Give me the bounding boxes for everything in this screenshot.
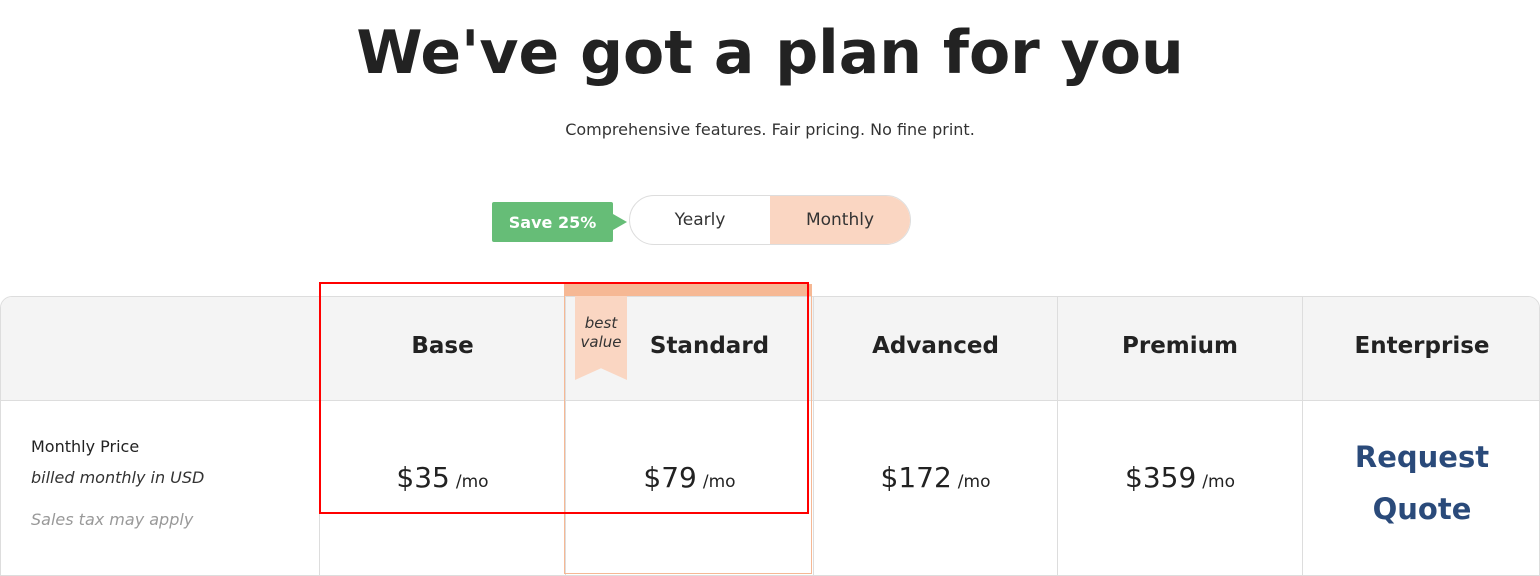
ribbon-text: best	[584, 314, 618, 332]
plan-premium: Premium $359/mo	[1057, 297, 1302, 575]
quote-line: Quote	[1372, 492, 1472, 526]
price-value: $359	[1125, 461, 1197, 494]
plan-name: Advanced	[872, 333, 999, 359]
quote-line: Request	[1354, 440, 1490, 474]
page-title: We've got a plan for you	[356, 18, 1184, 88]
best-value-ribbon: best value	[575, 296, 627, 380]
row-label-note: billed monthly in USD	[31, 468, 205, 487]
plan-name: Premium	[1122, 333, 1238, 359]
price-value: $172	[880, 461, 952, 494]
page-subtitle: Comprehensive features. Fair pricing. No…	[565, 120, 975, 139]
price-value: $35	[396, 461, 450, 494]
plan-base: Base $35/mo	[319, 297, 565, 575]
pricing-table: Monthly Price billed monthly in USD Sale…	[0, 296, 1540, 576]
price-unit: /mo	[702, 472, 736, 492]
plan-price: $359/mo	[1058, 461, 1302, 494]
billing-toggle[interactable]: Yearly Monthly	[629, 195, 911, 245]
toggle-monthly[interactable]: Monthly	[770, 196, 910, 244]
plan-name: Base	[411, 333, 474, 359]
plan-price: $172/mo	[814, 461, 1057, 494]
plan-enterprise: Enterprise Request Quote	[1302, 297, 1539, 575]
toggle-yearly[interactable]: Yearly	[674, 210, 726, 230]
row-label-title: Monthly Price	[31, 437, 140, 456]
price-unit: /mo	[1202, 472, 1235, 492]
row-label-tax: Sales tax may apply	[31, 510, 194, 529]
header-row	[1, 297, 1539, 401]
save-badge: Save 25%	[492, 202, 627, 242]
plan-standard: Standard $79/mo	[565, 297, 813, 575]
ribbon-text: value	[580, 333, 622, 351]
price-value: $79	[643, 461, 697, 494]
plan-advanced: Advanced $172/mo	[813, 297, 1057, 575]
price-unit: /mo	[455, 472, 489, 492]
plan-name: Standard	[649, 333, 770, 359]
plan-price: $35/mo	[320, 461, 565, 494]
price-unit: /mo	[957, 472, 991, 492]
plan-name: Enterprise	[1354, 333, 1490, 359]
plan-price: $79/mo	[566, 461, 813, 494]
request-quote-link[interactable]: Request Quote	[1303, 431, 1539, 535]
